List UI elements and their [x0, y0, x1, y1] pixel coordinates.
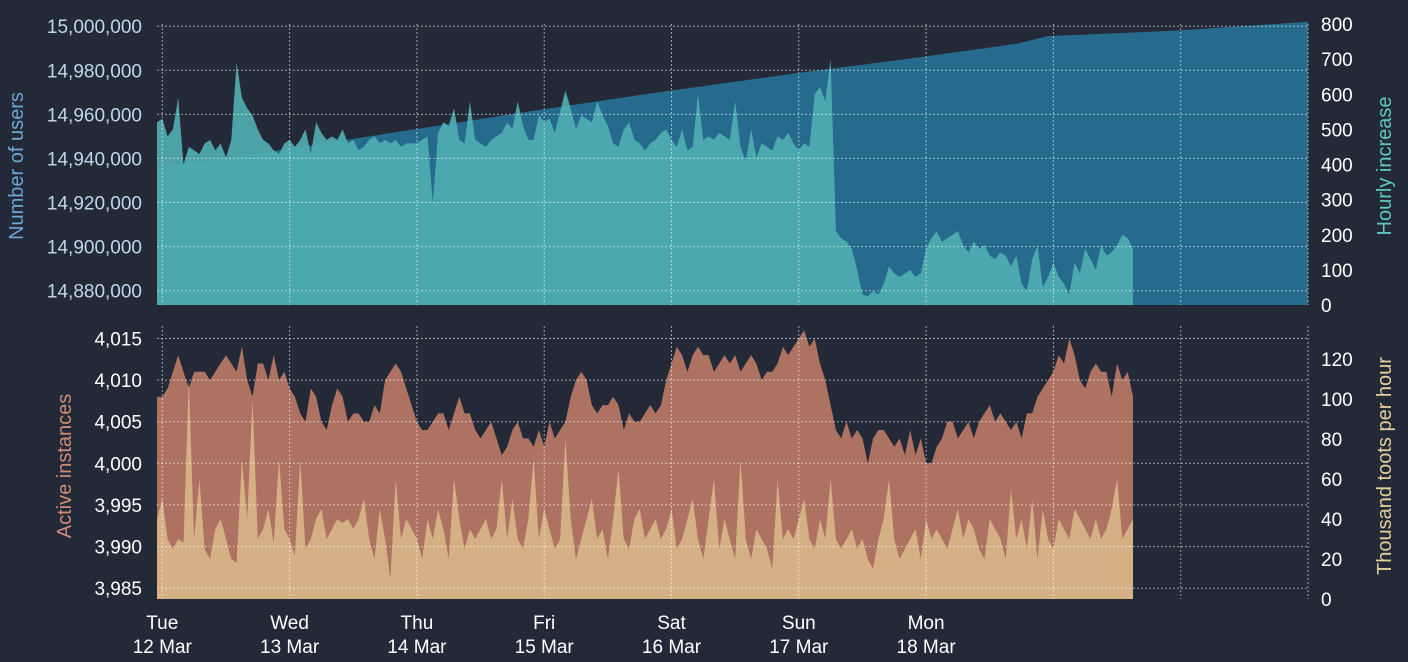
users-left-tick-labels: 15,000,000 14,980,000 14,960,000 14,940,000…	[47, 17, 142, 303]
right-tick-label: 700	[1321, 50, 1353, 71]
left-tick-label: 15,000,000	[47, 17, 142, 38]
instances-grid	[157, 326, 1309, 599]
left-tick-label: 3,990	[94, 538, 142, 559]
right-tick-label: 80	[1321, 430, 1342, 451]
left-tick-label: 3,985	[94, 579, 142, 600]
left-tick-label: 4,015	[94, 330, 142, 351]
left-tick-label: 14,900,000	[47, 238, 142, 259]
hourly-increase-area	[157, 59, 1133, 305]
x-day-date: 12 Mar	[133, 637, 193, 657]
right-tick-label: 500	[1321, 120, 1353, 141]
users-panel: 15,000,000 14,980,000 14,960,000 14,940,000…	[6, 15, 1396, 317]
x-day-name: Thu	[401, 613, 434, 634]
left-tick-label: 14,880,000	[47, 282, 142, 303]
right-tick-label: 100	[1321, 390, 1353, 411]
right-tick-label: 0	[1321, 296, 1332, 317]
instances-left-tick-labels: 4,015 4,010 4,005 4,000 3,995 3,990 3,985	[94, 330, 142, 601]
left-tick-label: 3,995	[94, 496, 142, 517]
right-tick-label: 20	[1321, 550, 1342, 571]
right-tick-label: 400	[1321, 156, 1353, 177]
right-tick-label: 200	[1321, 226, 1353, 247]
x-day-name: Fri	[533, 613, 555, 634]
users-axis-title: Number of users	[6, 92, 28, 240]
left-tick-label: 14,940,000	[47, 149, 142, 170]
x-day-date: 15 Mar	[515, 637, 575, 657]
left-tick-label: 14,960,000	[47, 105, 142, 126]
users-grid	[157, 24, 1309, 305]
x-day-date: 18 Mar	[897, 637, 957, 657]
instances-axis-title: Active instances	[54, 394, 76, 539]
x-day-name: Sun	[782, 613, 816, 634]
left-tick-label: 4,010	[94, 371, 142, 392]
left-tick-label: 4,005	[94, 413, 142, 434]
increase-axis-title: Hourly increase	[1374, 97, 1396, 236]
toots-axis-title: Thousand toots per hour	[1374, 357, 1396, 575]
right-tick-label: 300	[1321, 191, 1353, 212]
x-day-name: Tue	[146, 613, 178, 634]
right-tick-label: 600	[1321, 85, 1353, 106]
right-tick-label: 100	[1321, 261, 1353, 282]
right-tick-label: 0	[1321, 590, 1332, 611]
right-tick-label: 60	[1321, 470, 1342, 491]
x-day-date: 17 Mar	[769, 637, 829, 657]
x-day-date: 16 Mar	[642, 637, 702, 657]
x-day-name: Mon	[908, 613, 945, 634]
x-day-date: 14 Mar	[387, 637, 447, 657]
left-tick-label: 4,000	[94, 454, 142, 475]
right-tick-label: 800	[1321, 15, 1353, 36]
right-tick-label: 120	[1321, 350, 1353, 371]
x-day-date: 13 Mar	[260, 637, 320, 657]
x-axis-day-labels: Tue 12 Mar Wed 13 Mar Thu 14 Mar Fri 15 Mar Sat 1…	[133, 613, 957, 658]
toots-per-hour-area	[157, 379, 1133, 599]
toots-right-tick-labels: 120 100 80 60 40 20 0	[1321, 350, 1353, 611]
right-tick-label: 40	[1321, 510, 1342, 531]
increase-right-tick-labels: 800 700 600 500 400 300 200 100 0	[1321, 15, 1353, 317]
x-day-name: Wed	[270, 613, 309, 634]
left-tick-label: 14,980,000	[47, 61, 142, 82]
left-tick-label: 14,920,000	[47, 194, 142, 215]
x-day-name: Sat	[657, 613, 686, 634]
